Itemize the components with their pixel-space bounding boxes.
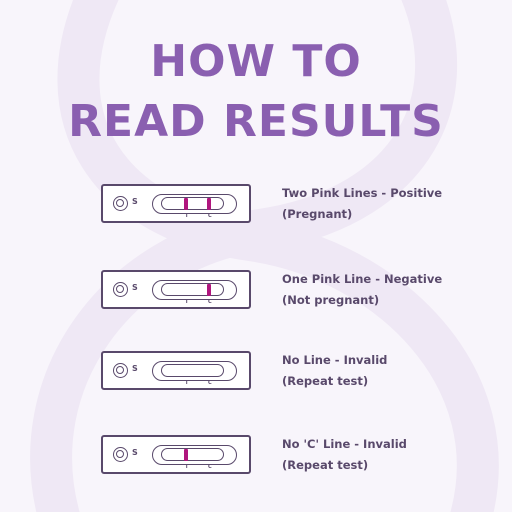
sample-well-icon <box>113 282 128 297</box>
test-mark-label: T <box>185 464 189 470</box>
page-title-line-1: HOW TO <box>150 36 362 87</box>
result-row-negative: S T C One Pink Line - Negative (Not preg… <box>0 269 512 329</box>
sample-well-icon <box>113 196 128 211</box>
result-caption: One Pink Line - Negative (Not pregnant) <box>282 269 502 311</box>
result-window <box>152 445 237 465</box>
sample-well-icon <box>113 447 128 462</box>
control-mark-label: C <box>208 380 212 386</box>
result-detail: (Repeat test) <box>282 374 369 388</box>
result-window <box>152 280 237 300</box>
test-strip: S T C <box>101 184 251 223</box>
control-line-band <box>207 284 211 296</box>
sample-label: S <box>132 197 138 206</box>
result-heading: One Pink Line - Negative <box>282 272 443 286</box>
sample-label: S <box>132 448 138 457</box>
control-line-band <box>207 198 211 210</box>
test-strip: S T C <box>101 435 251 474</box>
result-heading: No 'C' Line - Invalid <box>282 437 407 451</box>
result-row-positive: S T C Two Pink Lines - Positive (Pregnan… <box>0 183 512 243</box>
result-row-invalid-no-c-line: S T C No 'C' Line - Invalid (Repeat test… <box>0 434 512 494</box>
result-heading: Two Pink Lines - Positive <box>282 186 443 200</box>
result-detail: (Not pregnant) <box>282 293 380 307</box>
result-detail: (Pregnant) <box>282 207 353 221</box>
test-line-band <box>184 198 188 210</box>
sample-well-icon <box>113 363 128 378</box>
result-heading: No Line - Invalid <box>282 353 388 367</box>
page-title-line-2: READ RESULTS <box>68 96 444 147</box>
result-caption: No Line - Invalid (Repeat test) <box>282 350 502 392</box>
test-strip: S T C <box>101 351 251 390</box>
result-window <box>152 361 237 381</box>
result-caption: No 'C' Line - Invalid (Repeat test) <box>282 434 502 476</box>
control-mark-label: C <box>208 299 212 305</box>
result-detail: (Repeat test) <box>282 458 369 472</box>
test-mark-label: T <box>185 380 189 386</box>
result-row-invalid-no-line: S T C No Line - Invalid (Repeat test) <box>0 350 512 410</box>
test-strip: S T C <box>101 270 251 309</box>
result-caption: Two Pink Lines - Positive (Pregnant) <box>282 183 502 225</box>
test-line-band <box>184 449 188 461</box>
test-mark-label: T <box>185 299 189 305</box>
sample-label: S <box>132 283 138 292</box>
control-mark-label: C <box>208 464 212 470</box>
sample-label: S <box>132 364 138 373</box>
result-window <box>152 194 237 214</box>
test-mark-label: T <box>185 213 189 219</box>
control-mark-label: C <box>208 213 212 219</box>
